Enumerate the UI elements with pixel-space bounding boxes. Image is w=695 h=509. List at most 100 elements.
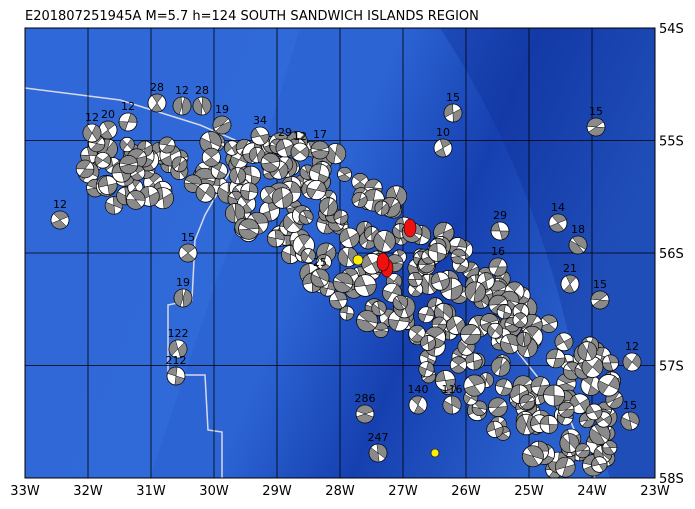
beachball [168,339,188,359]
ball-quadrant [457,237,467,248]
beachball [435,370,456,391]
ball-quadrant [275,139,286,153]
ball-quadrant [376,443,388,459]
beachball [240,182,259,201]
ball-quadrant [545,348,559,360]
ball-quadrant [299,167,311,180]
ball-quadrant [173,288,184,307]
event-label: 28 [195,84,209,97]
y-label: 56S [659,247,684,262]
ball-quadrant [107,182,118,195]
ball-quadrant [591,457,600,467]
ball-quadrant [203,157,219,167]
beachball [374,200,390,216]
beachball [558,401,575,419]
beachball [332,272,354,293]
beachball [210,162,228,180]
beachball [192,96,212,116]
ball-quadrant [433,222,448,238]
ball-quadrant [224,141,233,154]
ball-quadrant [485,372,494,387]
ball-quadrant [368,447,380,463]
beachball [158,136,176,154]
ball-quadrant [358,310,378,324]
ball-quadrant [162,192,174,209]
ball-quadrant [431,316,445,325]
event-label: 25 [313,256,327,269]
ball-quadrant [131,172,143,181]
ball-quadrant [555,457,569,471]
ball-quadrant [354,275,366,288]
event-label: 15 [623,399,637,412]
ball-quadrant [334,272,354,285]
beachball [260,152,281,173]
ball-quadrant [75,159,91,170]
y-label: 54S [659,22,684,37]
ball-quadrant [201,96,212,115]
beachball [568,235,588,255]
ball-quadrant [502,311,512,320]
beachball [147,93,167,113]
ball-quadrant [311,149,330,160]
ball-quadrant [289,181,302,193]
ball-quadrant [396,295,408,308]
ball-quadrant [177,342,188,358]
beachball [75,159,95,179]
event-label: 12 [293,130,307,143]
ball-quadrant [274,229,285,241]
event-label: 140 [408,383,429,396]
beachball [521,445,544,468]
beachball [575,443,591,459]
beachball [457,337,476,356]
ball-quadrant [450,256,466,265]
event-label: 12 [121,100,135,113]
ball-quadrant [592,299,610,310]
ball-quadrant [590,290,608,301]
ball-quadrant [439,138,452,149]
ball-quadrant [315,268,330,283]
beachball [487,322,504,339]
ball-quadrant [608,375,620,391]
beachball [543,384,566,407]
ball-quadrant [184,174,202,185]
ball-quadrant [487,325,496,338]
ball-quadrant [530,416,540,427]
ball-quadrant [558,401,573,412]
ball-quadrant [195,186,206,202]
ball-quadrant [148,191,160,207]
ball-quadrant [298,213,310,225]
beachball [392,294,409,311]
event-label: 212 [166,354,187,367]
ball-quadrant [364,178,379,189]
ball-quadrant [490,221,501,232]
ball-quadrant [521,400,535,410]
ball-quadrant [208,131,222,148]
ball-quadrant [167,366,178,377]
ball-quadrant [299,263,311,280]
ball-quadrant [345,312,355,321]
ball-quadrant [357,195,368,208]
ball-quadrant [102,154,111,165]
ball-quadrant [519,394,533,404]
ball-quadrant [515,414,527,435]
ball-quadrant [589,428,606,445]
ball-quadrant [425,306,435,317]
ball-quadrant [488,397,506,409]
y-label: 55S [659,135,684,150]
beachball [310,140,330,160]
beachball [464,352,483,371]
ball-quadrant [371,303,381,316]
beachball [356,310,379,333]
ball-quadrant [420,225,431,241]
ball-quadrant [356,318,376,332]
ball-quadrant [235,139,249,151]
beachball [590,290,610,310]
beachball [126,190,146,210]
beachball [539,415,559,434]
ball-quadrant [471,406,485,416]
main-event [430,448,440,458]
event-label: 21 [563,262,577,275]
ball-quadrant [98,175,109,188]
ball-quadrant [290,145,301,158]
ball-quadrant [588,126,606,137]
